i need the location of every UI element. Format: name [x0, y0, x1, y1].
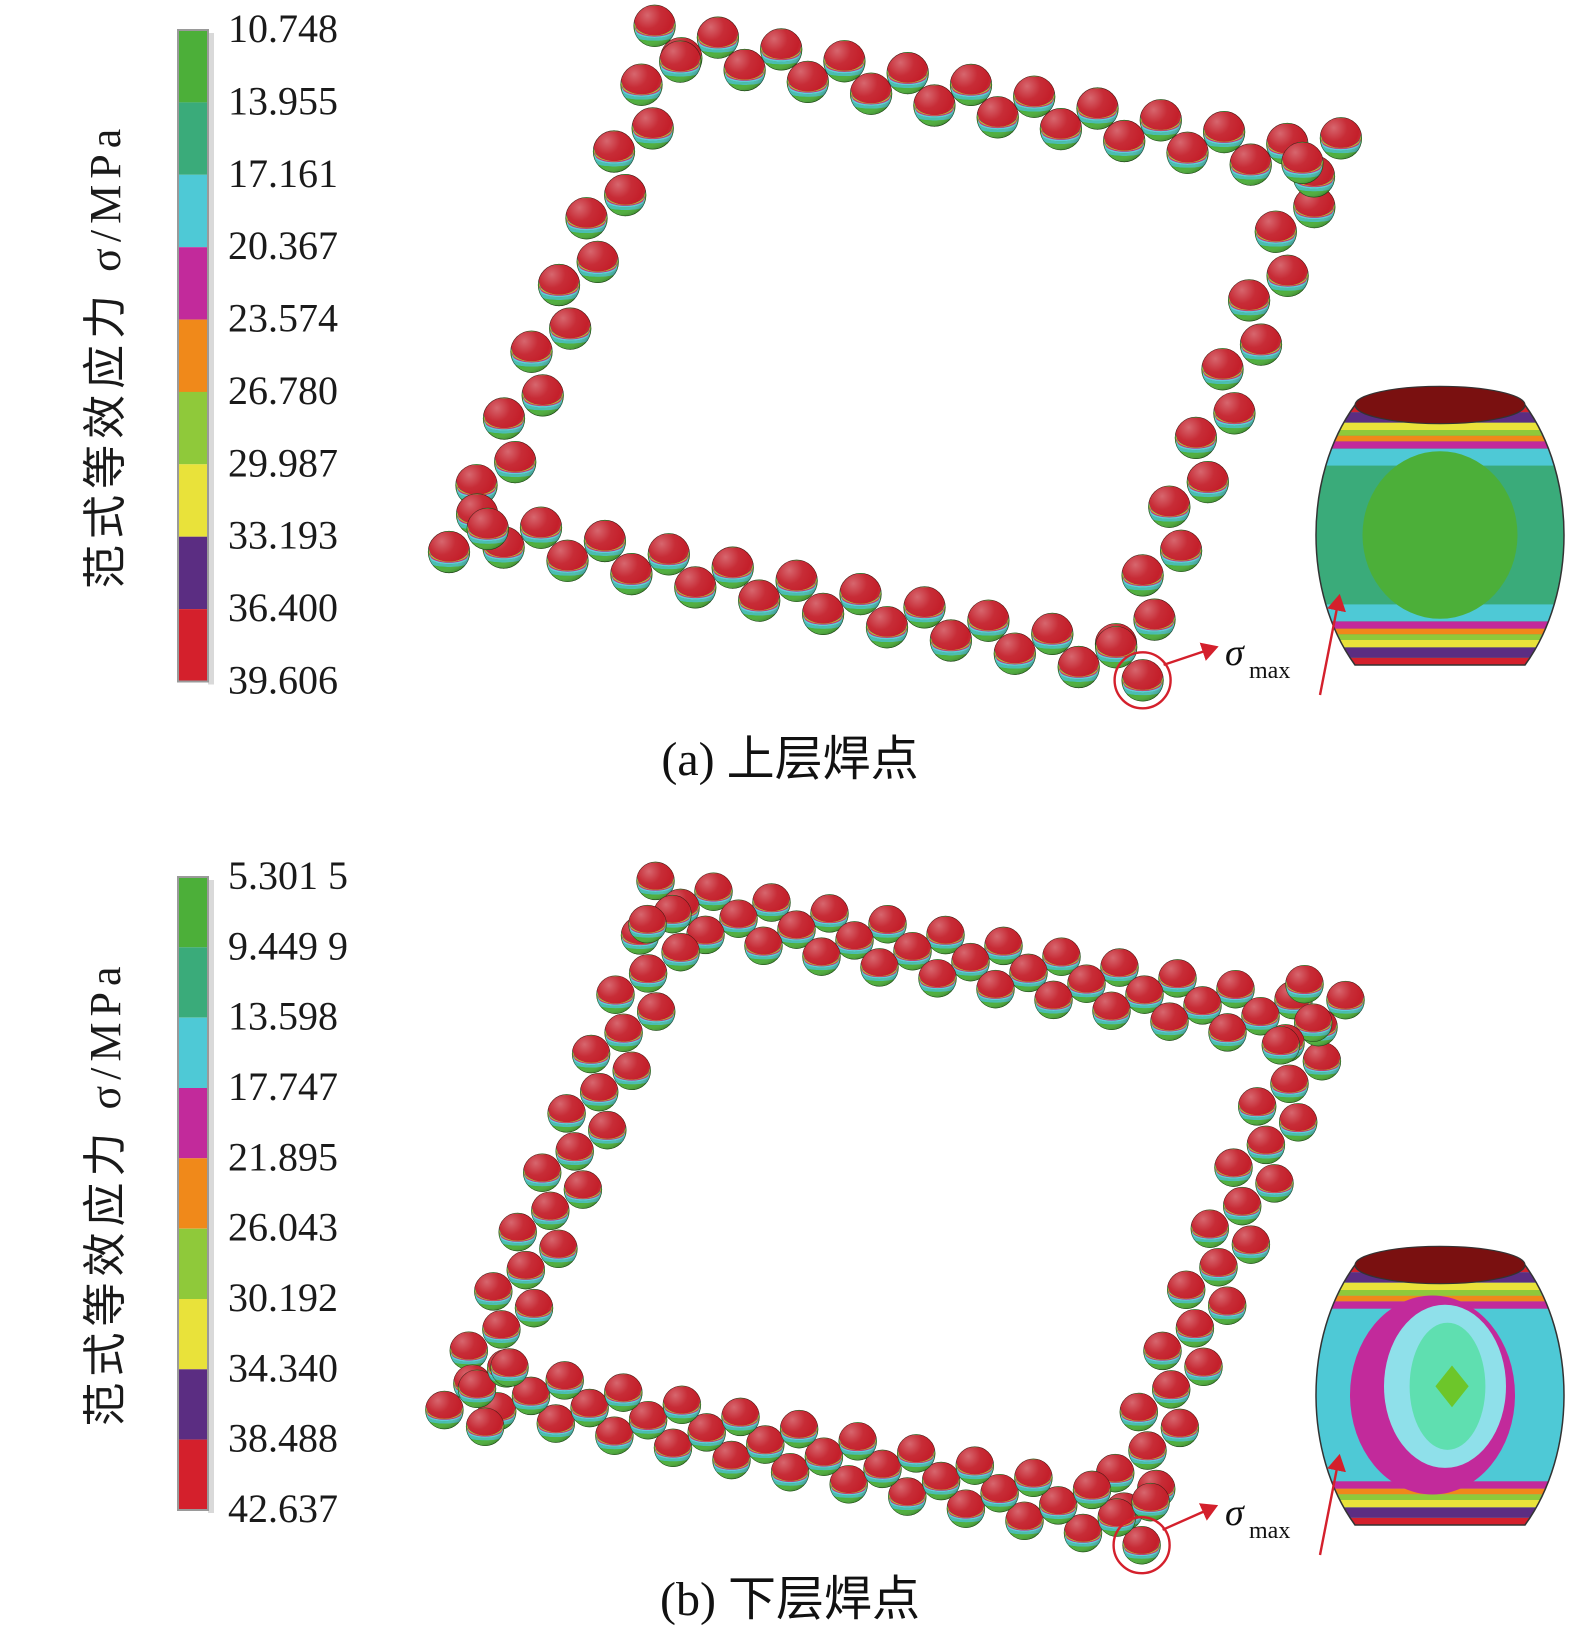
svg-text:39.606: 39.606 [228, 658, 338, 703]
svg-text:max: max [1249, 1518, 1290, 1544]
svg-text:26.780: 26.780 [228, 368, 338, 413]
svg-text:30.192: 30.192 [228, 1275, 338, 1320]
svg-text:20.367: 20.367 [228, 223, 338, 268]
svg-text:36.400: 36.400 [228, 585, 338, 630]
svg-text:(b) 下层焊点: (b) 下层焊点 [660, 1573, 920, 1626]
svg-text:38.488: 38.488 [228, 1416, 338, 1461]
svg-text:33.193: 33.193 [228, 513, 338, 558]
svg-text:13.955: 13.955 [228, 78, 338, 123]
svg-text:34.340: 34.340 [228, 1345, 338, 1390]
svg-text:(a) 上层焊点: (a) 上层焊点 [661, 733, 918, 786]
svg-text:9.449 9: 9.449 9 [228, 923, 348, 968]
svg-text:范式等效应力 σ/MPa: 范式等效应力 σ/MPa [81, 123, 130, 589]
svg-text:26.043: 26.043 [228, 1205, 338, 1250]
svg-text:21.895: 21.895 [228, 1134, 338, 1179]
svg-text:17.747: 17.747 [228, 1064, 338, 1109]
svg-text:10.748: 10.748 [228, 6, 338, 51]
svg-text:范式等效应力 σ/MPa: 范式等效应力 σ/MPa [81, 960, 130, 1426]
svg-text:max: max [1249, 658, 1290, 684]
svg-text:13.598: 13.598 [228, 994, 338, 1039]
svg-text:5.301 5: 5.301 5 [228, 853, 348, 898]
svg-text:23.574: 23.574 [228, 296, 338, 341]
svg-text:29.987: 29.987 [228, 440, 338, 485]
svg-text:17.161: 17.161 [228, 151, 338, 196]
svg-text:σ: σ [1225, 632, 1245, 674]
svg-text:42.637: 42.637 [228, 1486, 338, 1531]
svg-text:σ: σ [1225, 1492, 1245, 1534]
